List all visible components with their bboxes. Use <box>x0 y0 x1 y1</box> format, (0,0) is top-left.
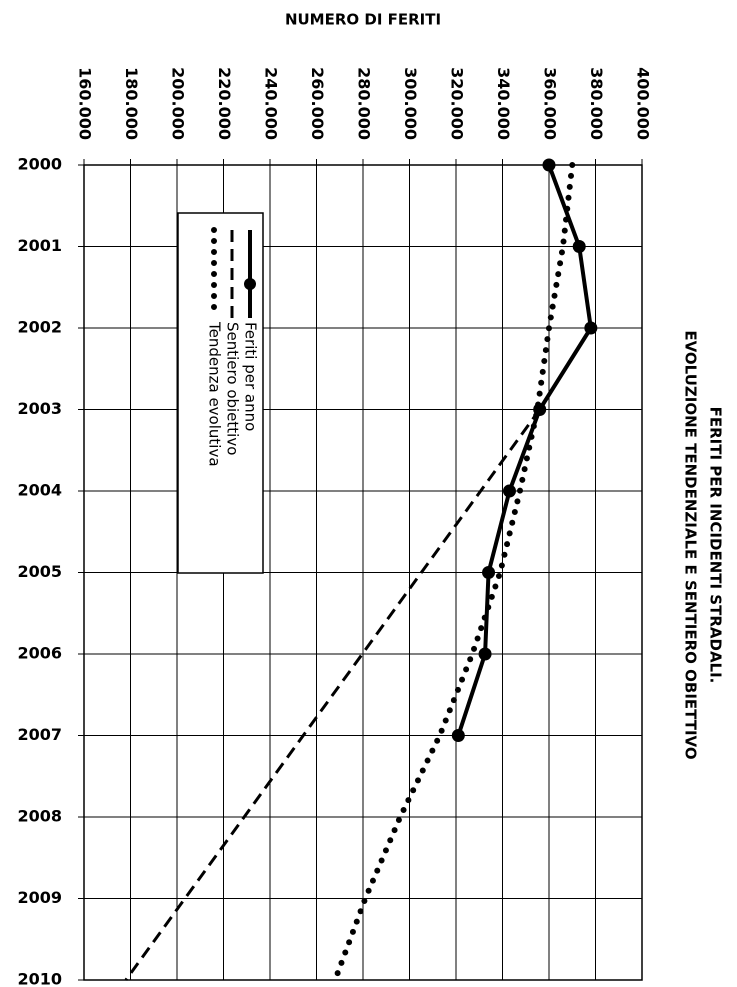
category-label: 2001 <box>17 236 62 255</box>
value-tick-label: 380.000 <box>587 67 606 140</box>
value-tick-label: 320.000 <box>448 67 467 140</box>
legend-marker <box>244 278 256 290</box>
value-tick-label: 400.000 <box>634 67 653 140</box>
value-tick-label: 160.000 <box>76 67 95 140</box>
legend-label: Sentiero obiettivo <box>224 322 242 455</box>
value-tick-label: 220.000 <box>215 67 234 140</box>
category-label: 2008 <box>17 807 62 826</box>
series-line <box>124 408 541 981</box>
legend-label: Feriti per anno <box>242 322 260 431</box>
category-label: 2007 <box>17 725 62 744</box>
category-label: 2009 <box>17 888 62 907</box>
value-tick-label: 260.000 <box>308 67 327 140</box>
category-label: 2002 <box>17 318 62 337</box>
data-point <box>584 321 598 335</box>
chart-title: FERITI PER INCIDENTI STRADALI. <box>707 407 725 684</box>
value-tick-label: 200.000 <box>169 67 188 140</box>
category-label: 2005 <box>17 562 62 581</box>
data-point <box>451 729 465 742</box>
data-point <box>482 566 496 579</box>
value-tick-label: 340.000 <box>494 67 513 140</box>
value-tick-label: 280.000 <box>355 67 374 140</box>
category-label: 2006 <box>17 644 62 663</box>
category-label: 2000 <box>17 155 62 174</box>
category-label: 2004 <box>17 481 62 500</box>
value-tick-label: 360.000 <box>541 67 560 140</box>
value-tick-label: 240.000 <box>262 67 281 140</box>
chart-subtitle: EVOLUZIONE TENDENZIALE E SENTIERO OBIETT… <box>682 330 700 759</box>
data-point <box>572 240 586 253</box>
value-tick-label: 180.000 <box>122 67 141 140</box>
category-label: 2010 <box>17 970 62 987</box>
legend-label: Tendenza evolutiva <box>206 321 224 467</box>
series-line <box>456 164 593 737</box>
data-point <box>478 647 492 661</box>
data-point <box>542 158 556 172</box>
category-label: 2003 <box>17 399 62 418</box>
value-tick-label: 300.000 <box>401 67 420 140</box>
data-point <box>502 484 516 498</box>
axis-title: NUMERO DI FERITI <box>285 11 441 29</box>
